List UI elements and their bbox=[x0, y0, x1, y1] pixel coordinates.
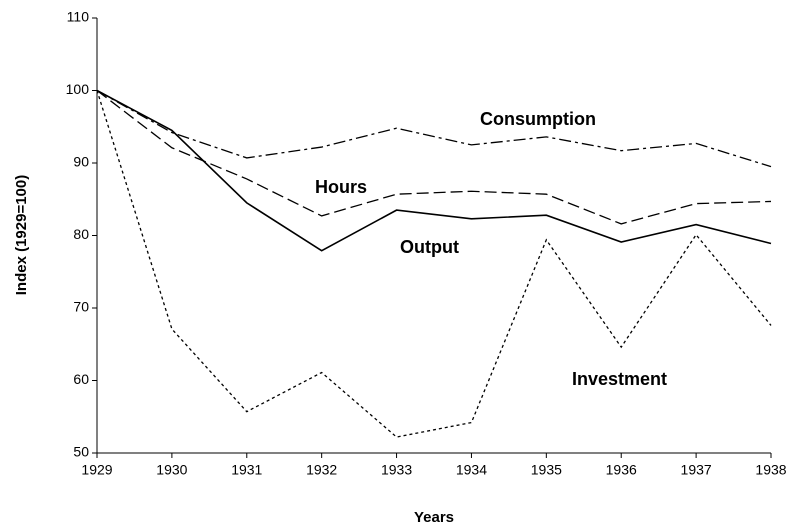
series-line bbox=[96, 89, 772, 168]
x-tick-label: 1931 bbox=[231, 462, 262, 478]
series-line bbox=[96, 89, 772, 252]
y-tick-label: 90 bbox=[73, 154, 89, 170]
series-line bbox=[96, 90, 772, 438]
y-axis-label: Index (1929=100) bbox=[13, 175, 30, 296]
x-tick-label: 1937 bbox=[681, 462, 712, 478]
y-tick-label: 60 bbox=[73, 371, 89, 387]
x-tick-label: 1932 bbox=[306, 462, 337, 478]
x-tick-label: 1938 bbox=[755, 462, 786, 478]
y-tick-label: 70 bbox=[73, 299, 89, 315]
x-tick-label: 1933 bbox=[381, 462, 412, 478]
series-label: Hours bbox=[315, 177, 367, 197]
x-tick-label: 1935 bbox=[531, 462, 562, 478]
x-tick-label: 1929 bbox=[81, 462, 112, 478]
series-line bbox=[96, 89, 772, 225]
y-tick-label: 100 bbox=[66, 81, 90, 97]
y-tick-label: 110 bbox=[67, 9, 90, 25]
series-label: Output bbox=[400, 237, 459, 257]
x-tick-label: 1936 bbox=[606, 462, 637, 478]
y-tick-label: 80 bbox=[73, 226, 89, 242]
x-axis-label: Years bbox=[414, 509, 454, 526]
x-tick-label: 1934 bbox=[456, 462, 487, 478]
y-tick-label: 50 bbox=[73, 444, 89, 460]
series-label: Consumption bbox=[480, 109, 596, 129]
series-label: Investment bbox=[572, 369, 667, 389]
x-tick-label: 1930 bbox=[156, 462, 187, 478]
